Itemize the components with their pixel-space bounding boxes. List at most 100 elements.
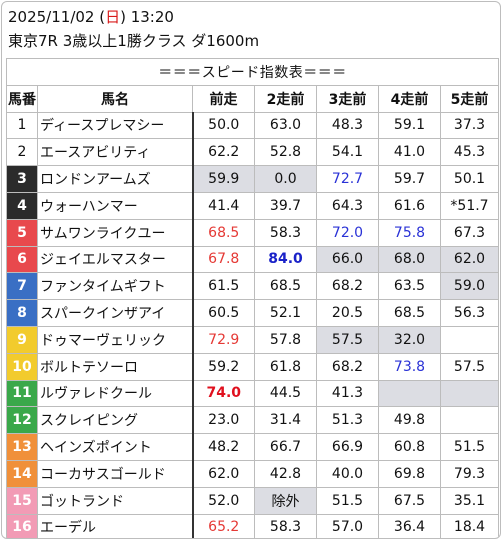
index-cell: 59.0 [440, 272, 499, 301]
index-cell: 57.5 [440, 352, 499, 381]
horse-name: ヘインズポイント [37, 433, 194, 461]
table-title: ＝＝＝スピード指数表＝＝＝ [6, 58, 499, 86]
index-cell: 39.7 [254, 191, 317, 220]
table-title-row: ＝＝＝スピード指数表＝＝＝ [6, 58, 499, 86]
index-cell: 68.5 [254, 272, 317, 301]
speed-index-table: ＝＝＝スピード指数表＝＝＝ 馬番 馬名 前走 2走前 3走前 4走前 5走前 1… [6, 58, 499, 538]
horse-number: 5 [6, 218, 38, 247]
index-cell: 35.1 [440, 486, 499, 515]
col-header-5-ago: 5走前 [440, 84, 499, 113]
index-cell: 61.5 [192, 272, 255, 301]
index-cell: 66.9 [316, 433, 379, 461]
index-cell: 74.0 [192, 379, 255, 408]
index-cell: 67.5 [378, 486, 441, 515]
index-cell: 66.7 [254, 433, 317, 461]
horse-number: 2 [6, 138, 38, 167]
index-cell: 64.3 [316, 191, 379, 220]
index-cell: 62.0 [192, 459, 255, 488]
horse-number: 12 [6, 406, 38, 435]
index-cell: 31.4 [254, 406, 317, 435]
index-cell: 68.0 [378, 245, 441, 274]
col-header-3-ago: 3走前 [316, 84, 379, 113]
index-cell: 59.7 [378, 165, 441, 193]
horse-name: エースアビリティ [37, 138, 194, 167]
index-cell: 51.3 [316, 406, 379, 435]
horse-name: ジェイエルマスター [37, 245, 194, 274]
horse-number: 9 [6, 325, 38, 354]
horse-name: ルヴァレドクール [37, 379, 194, 408]
horse-number: 14 [6, 459, 38, 488]
index-cell: 50.0 [192, 111, 255, 140]
date-text: 2025/11/02 ( [8, 8, 106, 26]
index-cell: 68.2 [316, 272, 379, 301]
index-cell: 54.1 [316, 138, 379, 167]
table-row: 2 エースアビリティ 62.2 52.8 54.1 41.0 45.3 [6, 138, 499, 167]
index-cell: 44.5 [254, 379, 317, 408]
horse-number: 1 [6, 111, 38, 140]
index-cell: 62.2 [192, 138, 255, 167]
index-cell: 67.8 [192, 245, 255, 274]
index-cell: 50.1 [440, 165, 499, 193]
index-cell: 69.8 [378, 459, 441, 488]
index-cell: 72.0 [316, 218, 379, 247]
horse-number: 7 [6, 272, 38, 301]
table-row: 3 ロンドンアームズ 59.9 0.0 72.7 59.7 50.1 [6, 165, 499, 193]
horse-number: 3 [6, 165, 38, 193]
col-header-last: 前走 [192, 84, 255, 113]
index-cell: 57.0 [316, 513, 379, 538]
index-cell: 59.9 [192, 165, 255, 193]
index-cell: 56.3 [440, 299, 499, 327]
index-cell: 20.5 [316, 299, 379, 327]
index-cell: 36.4 [378, 513, 441, 538]
table-row: 7 ファンタイムギフト 61.5 68.5 68.2 63.5 59.0 [6, 272, 499, 301]
index-cell: 65.2 [192, 513, 255, 538]
index-cell: 63.5 [378, 272, 441, 301]
horse-name: スクレイピング [37, 406, 194, 435]
table-row: 9 ドゥマーヴェリック 72.9 57.8 57.5 32.0 [6, 325, 499, 354]
horse-name: ロンドンアームズ [37, 165, 194, 193]
index-cell: 52.0 [192, 486, 255, 515]
index-cell: 61.6 [378, 191, 441, 220]
index-cell: 52.8 [254, 138, 317, 167]
index-cell: 18.4 [440, 513, 499, 538]
horse-number: 10 [6, 352, 38, 381]
index-cell: 79.3 [440, 459, 499, 488]
horse-name: ボルトテソーロ [37, 352, 194, 381]
col-header-4-ago: 4走前 [378, 84, 441, 113]
index-cell [378, 379, 441, 408]
horse-name: ドゥマーヴェリック [37, 325, 194, 354]
race-datetime: 2025/11/02 (日) 13:20 [8, 7, 174, 27]
index-cell: 61.8 [254, 352, 317, 381]
table-row: 16 エーデル 65.2 58.3 57.0 36.4 18.4 [6, 513, 499, 538]
horse-name: コーカサスゴールド [37, 459, 194, 488]
index-cell: 49.8 [378, 406, 441, 435]
index-cell: 72.7 [316, 165, 379, 193]
index-cell: 67.3 [440, 218, 499, 247]
index-cell: 40.0 [316, 459, 379, 488]
race-info: 東京7R 3歳以上1勝クラス ダ1600m [8, 32, 260, 50]
time-text: ) 13:20 [120, 8, 174, 26]
table-row: 14 コーカサスゴールド 62.0 42.8 40.0 69.8 79.3 [6, 459, 499, 488]
index-cell: 68.2 [316, 352, 379, 381]
index-cell: 45.3 [440, 138, 499, 167]
index-cell: 60.5 [192, 299, 255, 327]
table-header-row: 馬番 馬名 前走 2走前 3走前 4走前 5走前 [6, 84, 499, 113]
horse-number: 4 [6, 191, 38, 220]
index-cell: 68.5 [378, 299, 441, 327]
index-cell: 66.0 [316, 245, 379, 274]
index-cell: 41.4 [192, 191, 255, 220]
index-cell: 60.8 [378, 433, 441, 461]
table-row: 13 ヘインズポイント 48.2 66.7 66.9 60.8 51.5 [6, 433, 499, 461]
index-cell: 除外 [254, 486, 317, 515]
index-cell [440, 325, 499, 354]
index-cell: 52.1 [254, 299, 317, 327]
col-header-2-ago: 2走前 [254, 84, 317, 113]
index-cell: 57.5 [316, 325, 379, 354]
table-row: 8 スパークインザアイ 60.5 52.1 20.5 68.5 56.3 [6, 299, 499, 327]
col-header-name: 馬名 [37, 84, 193, 113]
horse-number: 13 [6, 433, 38, 461]
horse-number: 16 [6, 513, 38, 538]
index-cell: 37.3 [440, 111, 499, 140]
index-cell [440, 379, 499, 408]
